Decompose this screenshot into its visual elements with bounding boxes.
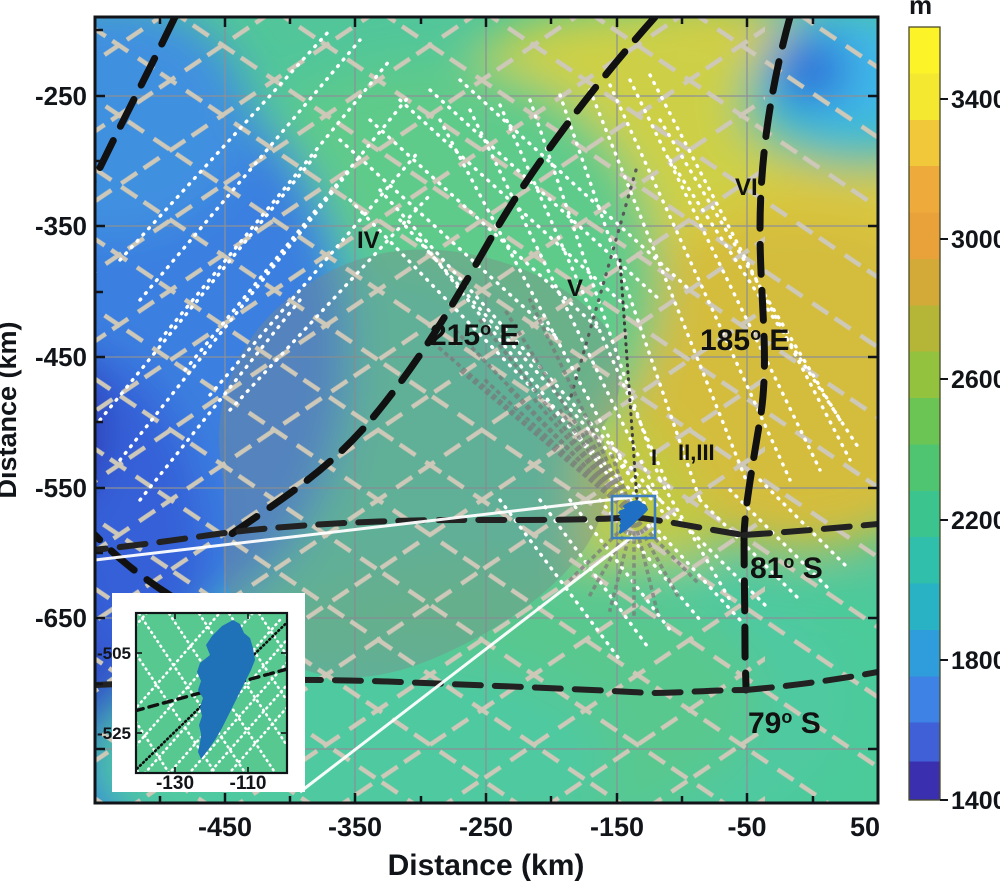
svg-text:1400: 1400	[951, 787, 1000, 815]
svg-text:-550: -550	[35, 473, 87, 503]
svg-text:50: 50	[850, 812, 880, 842]
svg-text:m: m	[909, 0, 932, 20]
svg-text:2200: 2200	[951, 507, 1000, 535]
svg-text:IV: IV	[357, 227, 380, 254]
svg-text:VI: VI	[735, 174, 758, 201]
svg-text:-450: -450	[35, 342, 87, 372]
svg-text:-525: -525	[97, 724, 131, 743]
svg-text:-50: -50	[727, 812, 766, 842]
svg-text:-130: -130	[156, 773, 194, 794]
svg-text:V: V	[567, 275, 583, 302]
svg-text:185o E: 185o E	[700, 324, 789, 357]
svg-text:Distance (km): Distance (km)	[388, 849, 585, 882]
svg-text:-650: -650	[35, 603, 87, 633]
svg-text:2600: 2600	[951, 366, 1000, 394]
svg-text:-505: -505	[97, 644, 131, 663]
svg-text:Distance (km): Distance (km)	[0, 321, 22, 498]
svg-text:1800: 1800	[951, 647, 1000, 675]
svg-text:215o E: 215o E	[430, 319, 519, 352]
svg-text:-110: -110	[230, 773, 267, 794]
svg-text:-350: -350	[328, 812, 382, 842]
svg-text:-150: -150	[590, 812, 644, 842]
svg-text:-250: -250	[35, 81, 87, 111]
svg-text:3000: 3000	[951, 226, 1000, 254]
svg-text:I: I	[651, 445, 657, 470]
svg-text:3400: 3400	[951, 86, 1000, 114]
svg-text:II,III: II,III	[678, 440, 715, 465]
svg-text:-350: -350	[35, 211, 87, 241]
svg-text:-250: -250	[459, 812, 513, 842]
svg-text:-450: -450	[198, 812, 252, 842]
